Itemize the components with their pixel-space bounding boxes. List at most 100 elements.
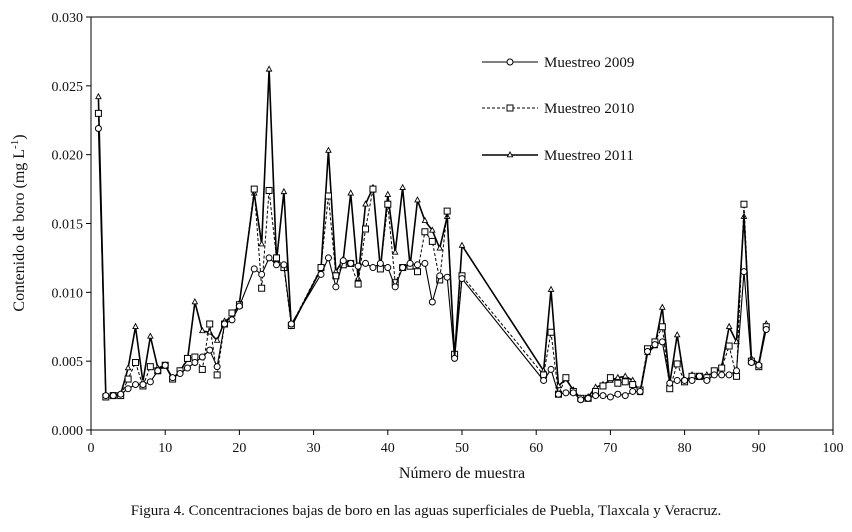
data-point: [265, 254, 273, 262]
data-point: [258, 270, 266, 278]
data-point: [755, 361, 763, 369]
data-point: [198, 326, 206, 334]
data-point: [644, 348, 651, 356]
data-point: [213, 336, 221, 343]
data-point: [436, 244, 444, 251]
legend-marker: [506, 151, 514, 158]
data-point: [287, 320, 295, 328]
data-point: [132, 322, 139, 329]
x-tick-label: 0: [88, 441, 95, 456]
data-point: [132, 381, 140, 389]
data-point: [606, 374, 614, 382]
x-tick-label: 70: [603, 441, 617, 456]
data-point: [154, 367, 162, 375]
data-point: [740, 200, 748, 208]
data-point: [681, 376, 689, 384]
data-point: [428, 298, 436, 306]
data-point: [421, 216, 429, 223]
data-point: [458, 275, 466, 283]
y-tick-label: 0.030: [52, 11, 84, 26]
data-point: [436, 272, 444, 280]
y-tick-label: 0.005: [52, 355, 84, 370]
data-point: [109, 392, 117, 400]
data-point: [332, 283, 340, 291]
data-point: [695, 372, 703, 380]
data-point: [146, 363, 154, 371]
data-point: [673, 331, 681, 338]
y-axis-title-superscript: -1: [9, 140, 21, 149]
data-point: [124, 385, 132, 393]
y-axis: 0.000 0.005 0.010 0.015 0.020 0.025 0.030: [52, 11, 91, 439]
data-point: [117, 390, 125, 398]
y-axis-title-end: ): [11, 134, 28, 139]
data-point: [147, 332, 154, 339]
data-point: [95, 92, 102, 100]
data-point: [747, 359, 755, 367]
data-point: [599, 382, 607, 390]
x-tick-label: 100: [823, 441, 844, 456]
data-point: [183, 364, 191, 372]
data-point: [280, 261, 288, 269]
data-point: [421, 259, 429, 267]
data-point: [718, 371, 726, 379]
data-point: [577, 396, 585, 404]
data-point: [339, 257, 347, 265]
y-tick-label: 0.015: [52, 218, 84, 233]
data-point: [347, 189, 355, 196]
data-point: [725, 322, 733, 329]
data-point: [369, 264, 377, 272]
data-point: [391, 248, 399, 255]
data-point: [762, 326, 770, 334]
y-tick-label: 0.020: [52, 149, 84, 164]
legend-label: Muestreo 2010: [544, 101, 634, 117]
data-point: [384, 200, 392, 208]
data-point: [621, 372, 629, 379]
data-point: [384, 264, 392, 272]
series-line: [97, 128, 767, 401]
data-point: [584, 394, 592, 402]
legend-label: Muestreo 2011: [544, 148, 634, 164]
figure-caption: Figura 4. Concentraciones bajas de boro …: [130, 503, 722, 519]
data-point: [718, 364, 726, 372]
data-point: [325, 146, 332, 153]
data-point: [94, 125, 102, 133]
x-tick-label: 20: [232, 441, 246, 456]
data-point: [250, 185, 258, 193]
x-tick-label: 30: [307, 441, 321, 456]
data-point: [94, 109, 102, 117]
x-axis: 0 10 20 30 40 50 60 70 80 90 100: [88, 430, 844, 456]
data-point: [599, 392, 607, 400]
data-point: [250, 265, 258, 273]
data-point: [614, 373, 622, 380]
data-point: [198, 353, 206, 361]
data-point: [213, 371, 221, 379]
series-line: [97, 69, 767, 400]
data-point: [428, 237, 436, 245]
data-point: [443, 207, 451, 215]
data-point: [540, 376, 548, 384]
data-point: [258, 240, 266, 247]
data-point: [688, 376, 696, 384]
data-point: [324, 192, 332, 200]
x-axis-title: Número de muestra: [399, 465, 525, 482]
data-point: [265, 65, 273, 72]
data-point: [443, 273, 451, 281]
data-point: [146, 378, 154, 386]
series-layer: [94, 65, 770, 404]
data-point: [399, 264, 407, 272]
data-point: [555, 382, 562, 389]
data-point: [176, 370, 184, 378]
legend-item: Muestreo 2011: [482, 148, 634, 164]
data-point: [228, 309, 236, 317]
data-point: [740, 268, 748, 276]
x-tick-label: 60: [529, 441, 543, 456]
data-point: [451, 354, 459, 362]
data-point: [606, 393, 614, 401]
data-point: [651, 341, 659, 349]
data-point: [391, 283, 399, 291]
data-point: [347, 259, 355, 267]
data-point: [562, 389, 570, 397]
x-tick-label: 40: [381, 441, 395, 456]
legend: Muestreo 2009 Muestreo 2010 Muestreo 2011: [482, 55, 634, 164]
data-point: [273, 254, 280, 262]
